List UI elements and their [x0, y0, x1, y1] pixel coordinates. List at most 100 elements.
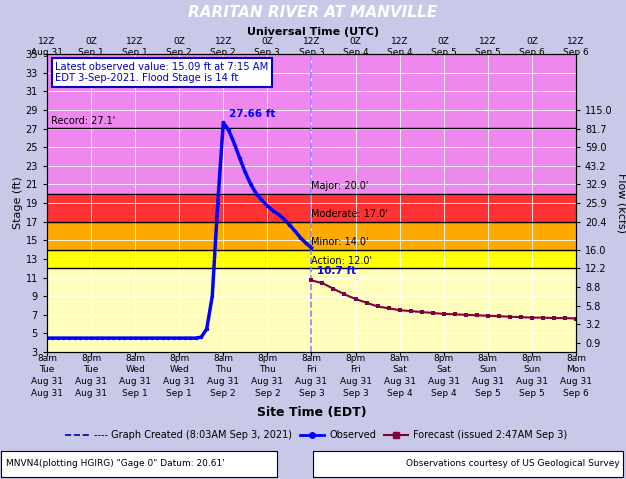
Text: Sep 2: Sep 2	[210, 47, 236, 57]
FancyBboxPatch shape	[1, 451, 277, 478]
Text: Thu: Thu	[259, 365, 276, 374]
Text: Aug 31: Aug 31	[207, 377, 239, 386]
Text: Fri: Fri	[350, 365, 361, 374]
Text: 8am: 8am	[213, 354, 233, 363]
Text: 0Z: 0Z	[438, 37, 449, 46]
Text: Tue: Tue	[83, 365, 99, 374]
Text: 8pm: 8pm	[521, 354, 542, 363]
Legend: ---- Graph Created (8:03AM Sep 3, 2021), Observed, Forecast (issued 2:47AM Sep 3: ---- Graph Created (8:03AM Sep 3, 2021),…	[61, 426, 571, 444]
Text: 12Z: 12Z	[126, 37, 144, 46]
Text: Sep 3: Sep 3	[299, 389, 324, 398]
Text: Wed: Wed	[125, 365, 145, 374]
Bar	[47, 54, 576, 194]
Text: Aug 31: Aug 31	[560, 377, 592, 386]
Text: RARITAN RIVER AT MANVILLE: RARITAN RIVER AT MANVILLE	[188, 5, 438, 20]
Text: Sep 4: Sep 4	[387, 389, 413, 398]
Y-axis label: Flow (kcfs): Flow (kcfs)	[617, 173, 626, 233]
Bar	[47, 222, 576, 250]
FancyBboxPatch shape	[313, 451, 623, 478]
Text: Record: 27.1': Record: 27.1'	[51, 116, 115, 126]
Text: 12Z: 12Z	[38, 37, 56, 46]
Text: Sep 5: Sep 5	[475, 389, 501, 398]
Text: Thu: Thu	[215, 365, 232, 374]
Text: Moderate: 17.0': Moderate: 17.0'	[311, 209, 388, 219]
Text: 8am: 8am	[389, 354, 409, 363]
Text: 8pm: 8pm	[81, 354, 101, 363]
Text: Sat: Sat	[436, 365, 451, 374]
Text: 12Z: 12Z	[215, 37, 232, 46]
Text: Sep 6: Sep 6	[563, 389, 589, 398]
Text: Aug 31: Aug 31	[31, 389, 63, 398]
Text: 8am: 8am	[37, 354, 57, 363]
Text: Observations courtesy of US Geological Survey: Observations courtesy of US Geological S…	[406, 459, 620, 468]
Text: Fri: Fri	[306, 365, 317, 374]
Text: Latest observed value: 15.09 ft at 7:15 AM
EDT 3-Sep-2021. Flood Stage is 14 ft: Latest observed value: 15.09 ft at 7:15 …	[55, 62, 269, 83]
Text: 8pm: 8pm	[346, 354, 366, 363]
Bar	[47, 250, 576, 268]
Text: 0Z: 0Z	[85, 37, 97, 46]
Bar	[47, 194, 576, 222]
Text: MNVN4(plotting HGIRG) "Gage 0" Datum: 20.61': MNVN4(plotting HGIRG) "Gage 0" Datum: 20…	[6, 459, 225, 468]
Text: Sep 1: Sep 1	[167, 389, 192, 398]
Text: Sun: Sun	[523, 365, 540, 374]
Text: Sep 4: Sep 4	[431, 389, 456, 398]
Text: Sep 5: Sep 5	[475, 47, 501, 57]
Text: Aug 31: Aug 31	[119, 377, 151, 386]
Text: 12Z: 12Z	[479, 37, 496, 46]
Text: Tue: Tue	[39, 365, 54, 374]
Text: Aug 31: Aug 31	[252, 377, 284, 386]
Text: 12Z: 12Z	[567, 37, 585, 46]
Text: Aug 31: Aug 31	[295, 377, 327, 386]
Text: Aug 31: Aug 31	[75, 389, 107, 398]
Text: 8pm: 8pm	[434, 354, 454, 363]
Text: Sep 4: Sep 4	[342, 47, 368, 57]
Text: Aug 31: Aug 31	[339, 377, 371, 386]
Text: 12Z: 12Z	[391, 37, 408, 46]
Text: 8pm: 8pm	[169, 354, 189, 363]
Text: 27.66 ft: 27.66 ft	[228, 109, 275, 118]
Text: Aug 31: Aug 31	[75, 377, 107, 386]
Text: Sep 3: Sep 3	[299, 47, 324, 57]
Bar	[47, 268, 576, 352]
Text: Wed: Wed	[169, 365, 189, 374]
Text: Sep 6: Sep 6	[563, 47, 589, 57]
Text: Mon: Mon	[567, 365, 585, 374]
Text: Sep 3: Sep 3	[342, 389, 368, 398]
Text: Aug 31: Aug 31	[31, 377, 63, 386]
Text: Major: 20.0': Major: 20.0'	[311, 182, 369, 192]
Text: 0Z: 0Z	[173, 37, 185, 46]
Text: Sep 4: Sep 4	[387, 47, 413, 57]
Text: Site Time (EDT): Site Time (EDT)	[257, 406, 366, 419]
Text: Sat: Sat	[392, 365, 407, 374]
Text: 10.7 ft: 10.7 ft	[317, 266, 356, 276]
Text: Sep 5: Sep 5	[431, 47, 456, 57]
Text: Sun: Sun	[479, 365, 496, 374]
Text: 8am: 8am	[302, 354, 321, 363]
Y-axis label: Stage (ft): Stage (ft)	[13, 177, 23, 229]
Text: 12Z: 12Z	[303, 37, 320, 46]
Text: Aug 31: Aug 31	[384, 377, 416, 386]
Text: Sep 1: Sep 1	[122, 389, 148, 398]
Text: 0Z: 0Z	[349, 37, 361, 46]
Text: Aug 31: Aug 31	[163, 377, 195, 386]
Text: Action: 12.0': Action: 12.0'	[311, 256, 372, 266]
Text: Sep 5: Sep 5	[519, 389, 545, 398]
Text: Sep 1: Sep 1	[78, 47, 104, 57]
Text: Minor: 14.0': Minor: 14.0'	[311, 237, 369, 247]
Text: Aug 31: Aug 31	[31, 47, 63, 57]
Text: Aug 31: Aug 31	[428, 377, 459, 386]
Text: Sep 2: Sep 2	[167, 47, 192, 57]
Text: Universal Time (UTC): Universal Time (UTC)	[247, 27, 379, 36]
Text: Sep 1: Sep 1	[122, 47, 148, 57]
Text: 8am: 8am	[566, 354, 586, 363]
Text: Sep 2: Sep 2	[210, 389, 236, 398]
Text: 8am: 8am	[478, 354, 498, 363]
Text: 0Z: 0Z	[262, 37, 274, 46]
Text: Sep 2: Sep 2	[255, 389, 280, 398]
Text: Sep 6: Sep 6	[519, 47, 545, 57]
Text: 8pm: 8pm	[257, 354, 277, 363]
Text: 0Z: 0Z	[526, 37, 538, 46]
Text: 8am: 8am	[125, 354, 145, 363]
Text: Aug 31: Aug 31	[516, 377, 548, 386]
Text: Aug 31: Aug 31	[472, 377, 504, 386]
